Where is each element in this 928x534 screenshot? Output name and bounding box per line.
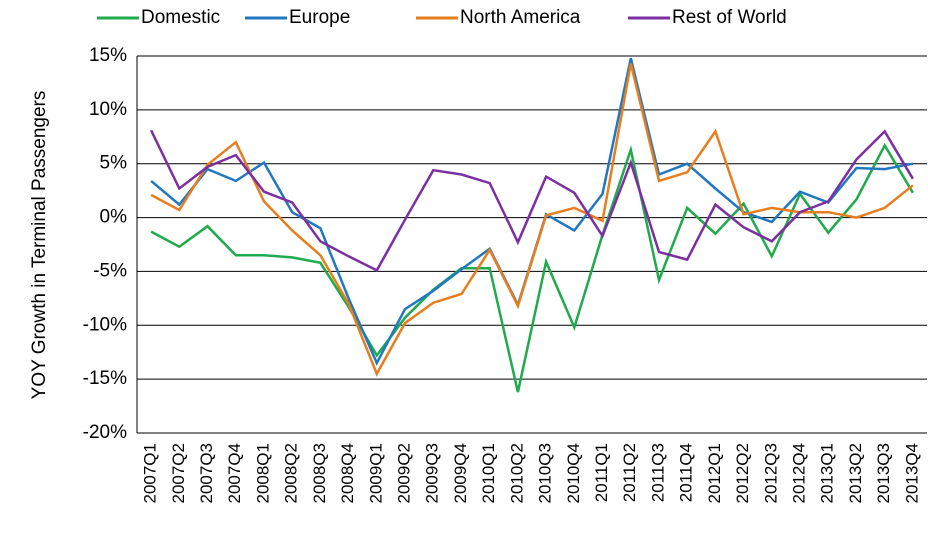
x-tick-label: 2007Q4 [225,443,244,504]
x-tick-label: 2011Q2 [620,443,639,502]
x-tick-label: 2012Q2 [733,443,752,504]
y-tick-label: 10% [89,99,127,120]
x-tick-label: 2008Q2 [282,443,301,504]
y-tick-label: 15% [89,45,127,66]
x-tick-label: 2007Q2 [169,443,188,504]
x-tick-label: 2013Q3 [874,443,893,504]
x-tick-label: 2007Q3 [197,443,216,504]
x-tick-label: 2012Q1 [705,443,724,504]
x-tick-label: 2010Q2 [507,443,526,504]
series-line [150,142,914,393]
x-tick-label: 2008Q4 [338,443,357,504]
legend-label: Domestic [141,7,220,28]
x-tick-label: 2012Q3 [761,443,780,504]
x-tick-label: 2013Q1 [818,443,837,504]
x-tick-label: 2010Q3 [536,443,555,504]
x-tick-label: 2007Q1 [141,443,160,504]
x-tick-label: 2013Q2 [846,443,865,504]
y-tick-label: 5% [100,153,128,174]
x-tick-label: 2009Q2 [395,443,414,504]
y-tick-label: -10% [83,314,127,335]
y-axis-title: YOY Growth in Terminal Passengers [29,91,50,400]
x-tick-label: 2010Q1 [479,443,498,504]
y-tick-label: -5% [93,260,127,281]
legend-label: Rest of World [672,7,787,28]
x-tick-label: 2008Q1 [253,443,272,504]
x-tick-label: 2011Q3 [648,443,667,502]
x-tick-label: 2013Q4 [902,443,921,504]
x-tick-label: 2009Q4 [451,443,470,504]
legend-label: North America [460,7,581,28]
y-tick-label: -15% [83,368,127,389]
y-tick-label: -20% [83,422,127,443]
x-tick-label: 2012Q4 [790,443,809,504]
x-tick-label: 2009Q3 [423,443,442,504]
series-line [149,129,914,273]
legend-label: Europe [289,7,350,28]
y-tick-label: 0% [100,207,128,228]
x-tick-label: 2009Q1 [366,443,385,504]
x-tick-label: 2008Q3 [310,443,329,504]
x-tick-label: 2011Q4 [677,443,696,502]
series-line [150,63,914,377]
x-tick-label: 2011Q1 [592,443,611,502]
x-tick-label: 2010Q4 [564,443,583,504]
